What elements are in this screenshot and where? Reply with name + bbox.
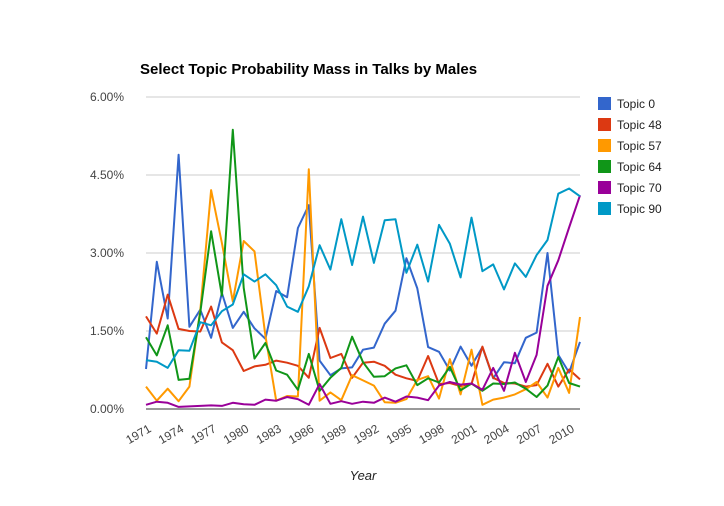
legend-swatch: [598, 139, 611, 152]
x-axis-title: Year: [350, 468, 377, 483]
legend-label: Topic 90: [617, 202, 662, 216]
legend-label: Topic 48: [617, 118, 662, 132]
legend-swatch: [598, 202, 611, 215]
chart-title: Select Topic Probability Mass in Talks b…: [140, 61, 477, 78]
legend-label: Topic 64: [617, 160, 662, 174]
legend-swatch: [598, 97, 611, 110]
y-tick-label: 6.00%: [90, 90, 124, 104]
series-line-topic-57: [145, 168, 581, 406]
y-tick-label: 0.00%: [90, 402, 124, 416]
legend-label: Topic 0: [617, 97, 655, 111]
series-line-topic-70: [145, 194, 581, 408]
legend-label: Topic 57: [617, 139, 662, 153]
legend-swatch: [598, 118, 611, 131]
y-tick-label: 3.00%: [90, 246, 124, 260]
legend-swatch: [598, 160, 611, 173]
legend-swatch: [598, 181, 611, 194]
series-lines: [145, 128, 581, 408]
y-axis-ticks: 0.00% 1.50% 3.00% 4.50% 6.00%: [90, 90, 124, 416]
series-line-topic-90: [145, 187, 581, 369]
series-line-topic-0: [145, 153, 581, 380]
legend-label: Topic 70: [617, 181, 662, 195]
y-tick-label: 4.50%: [90, 168, 124, 182]
legend: Topic 0 Topic 48 Topic 57 Topic 64 Topic 70 T…: [598, 97, 662, 216]
y-tick-label: 1.50%: [90, 324, 124, 338]
x-axis-ticks: 1971 1974 1977 1980 1983 1986 1989 1992 1995 1998…: [123, 421, 577, 447]
series-line-topic-64: [145, 128, 581, 398]
